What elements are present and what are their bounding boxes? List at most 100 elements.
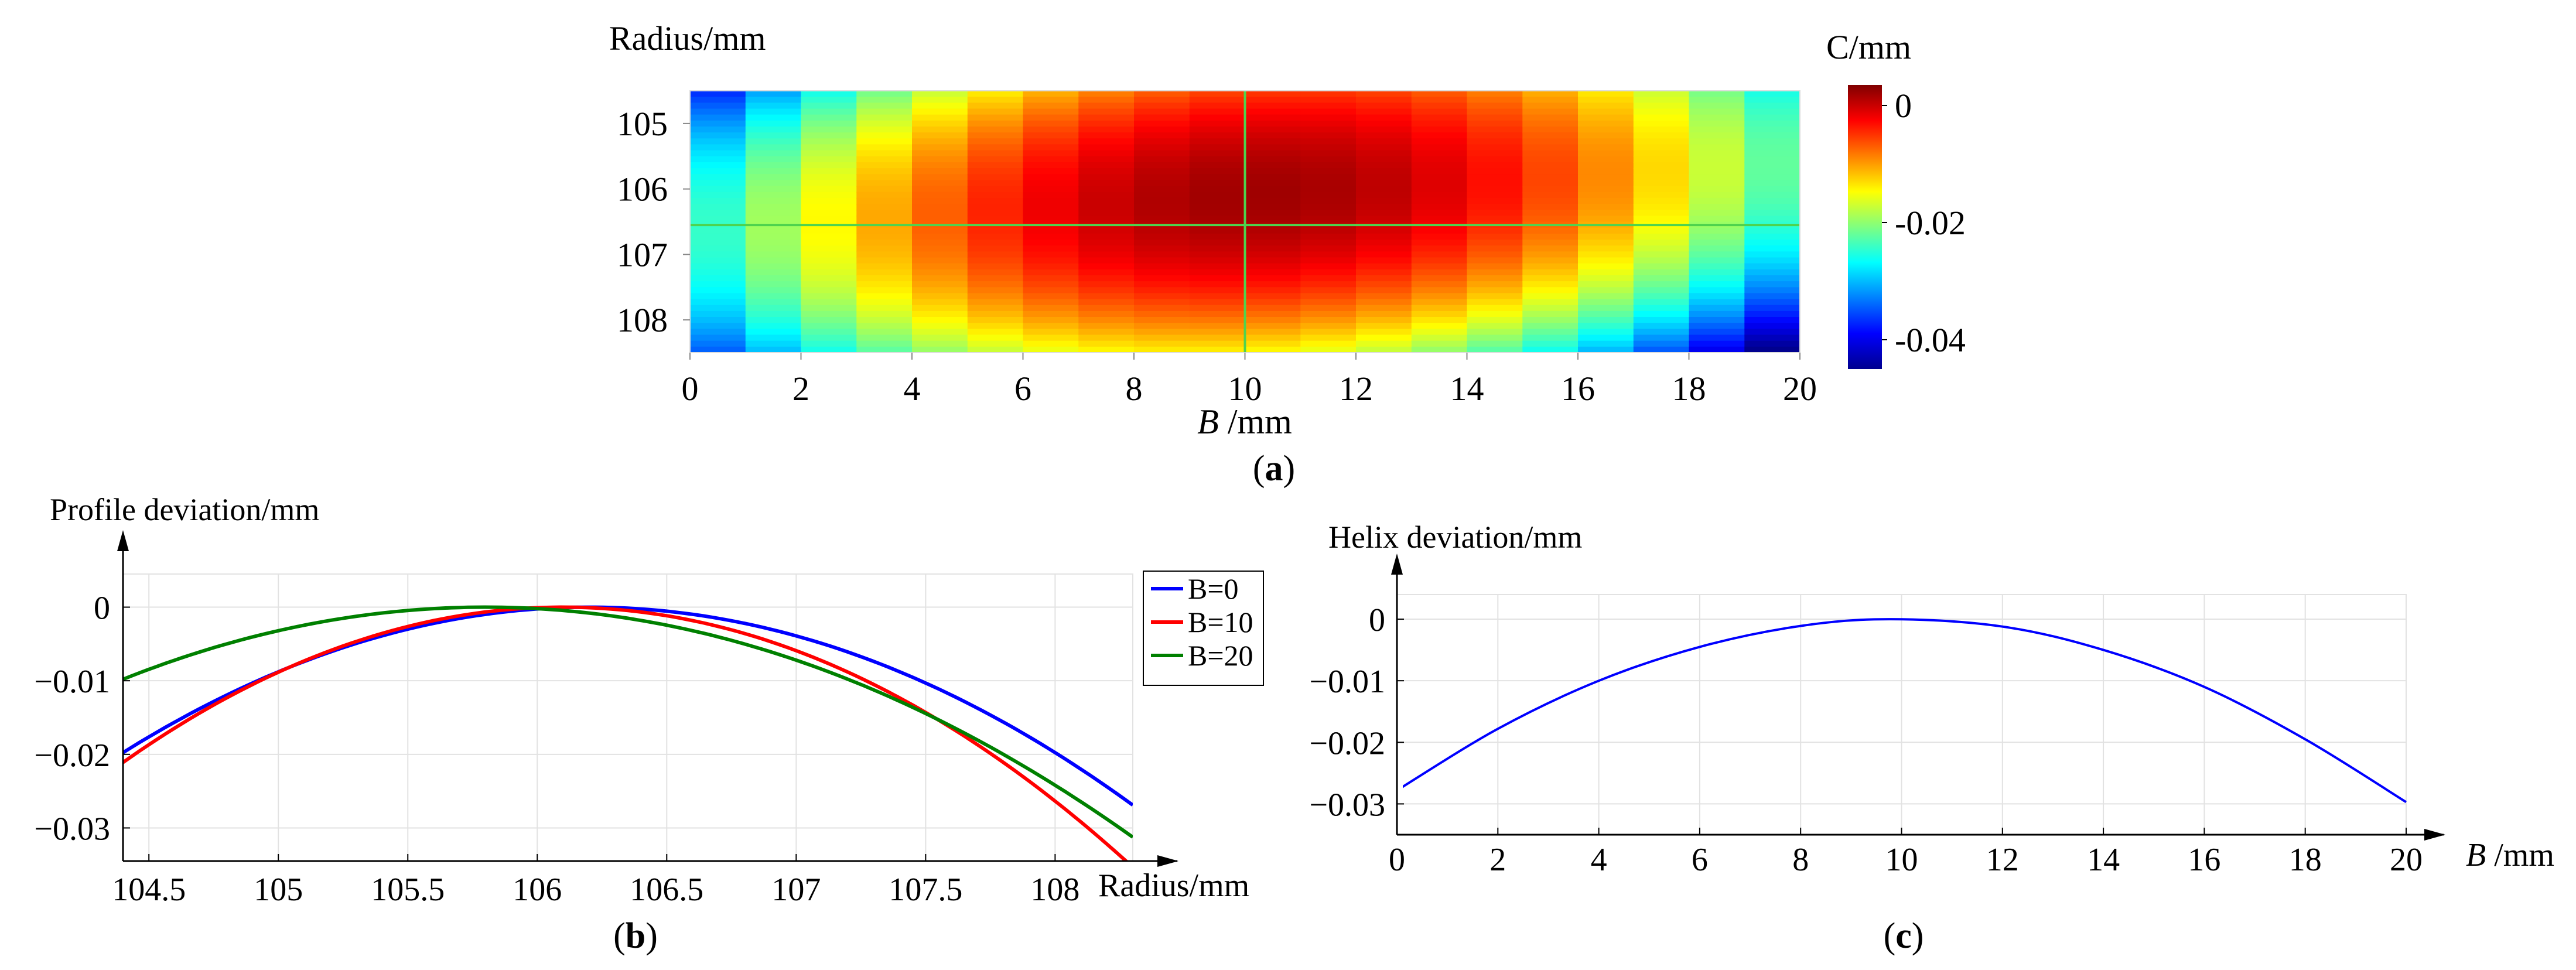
heatmap-cell bbox=[1467, 281, 1523, 288]
heatmap-cell bbox=[1633, 310, 1690, 318]
heatmap-cell bbox=[1689, 233, 1745, 240]
heatmap-cell bbox=[912, 240, 968, 247]
heatmap-cell bbox=[1134, 293, 1190, 300]
heatmap-cell bbox=[1356, 174, 1412, 181]
panel-c-letter: c bbox=[1895, 916, 1912, 956]
heatmap-cell bbox=[745, 269, 802, 276]
heatmap-cell bbox=[1522, 275, 1579, 282]
heatmap-cell bbox=[745, 216, 802, 223]
heatmap-cell bbox=[1411, 216, 1468, 223]
heatmap-cell bbox=[1356, 150, 1412, 157]
helix-x-tick-label: 0 bbox=[1389, 842, 1405, 878]
heatmap-cell bbox=[1744, 329, 1800, 336]
heatmap-cell bbox=[967, 138, 1024, 145]
heatmap-cell bbox=[1189, 103, 1246, 110]
heatmap-cell bbox=[1356, 346, 1412, 353]
heatmap-cell bbox=[1689, 150, 1745, 157]
heatmap-cell bbox=[1744, 275, 1800, 282]
heatmap-cell bbox=[967, 180, 1024, 187]
heatmap-x-tick-label: 6 bbox=[1014, 370, 1031, 408]
heatmap-cell bbox=[690, 132, 746, 139]
heatmap-cell bbox=[1245, 103, 1301, 110]
heatmap-cell bbox=[1300, 97, 1357, 104]
heatmap-cell bbox=[1300, 317, 1357, 324]
heatmap-cell bbox=[1467, 120, 1523, 127]
heatmap-cell bbox=[1078, 174, 1135, 181]
heatmap-cell bbox=[1356, 186, 1412, 193]
heatmap-cell bbox=[1356, 210, 1412, 217]
heatmap-cell bbox=[1522, 245, 1579, 252]
heatmap-cell bbox=[1744, 180, 1800, 187]
heatmap-cell bbox=[1245, 192, 1301, 199]
heatmap-cell bbox=[967, 334, 1024, 341]
heatmap-cell bbox=[856, 263, 913, 270]
heatmap-cell bbox=[801, 103, 857, 110]
heatmap-cell bbox=[1578, 305, 1634, 312]
heatmap-cell bbox=[1744, 150, 1800, 157]
heatmap-cell bbox=[856, 192, 913, 199]
heatmap-cell bbox=[801, 138, 857, 145]
heatmap-cell bbox=[1522, 240, 1579, 247]
heatmap-cell bbox=[745, 174, 802, 181]
heatmap-cell bbox=[1134, 245, 1190, 252]
heatmap-cell bbox=[1356, 103, 1412, 110]
heatmap-cell bbox=[967, 245, 1024, 252]
heatmap-cell bbox=[1633, 108, 1690, 115]
heatmap-cell bbox=[1078, 97, 1135, 104]
heatmap-cell bbox=[1245, 299, 1301, 306]
heatmap-cell bbox=[745, 120, 802, 127]
heatmap-cell bbox=[1356, 323, 1412, 330]
heatmap-cell bbox=[745, 299, 802, 306]
heatmap-cell bbox=[1467, 108, 1523, 115]
heatmap-cell bbox=[1245, 216, 1301, 223]
profile-y-tick-label: −0.02 bbox=[34, 737, 110, 774]
heatmap-x-axis-label: B /mm bbox=[1197, 402, 1292, 441]
heatmap-cell bbox=[1023, 275, 1079, 282]
heatmap-cell bbox=[967, 204, 1024, 211]
heatmap-cell bbox=[1411, 293, 1468, 300]
heatmap-cell bbox=[801, 204, 857, 211]
heatmap-cell bbox=[1356, 204, 1412, 211]
heatmap-cell bbox=[1633, 317, 1690, 324]
heatmap-cell bbox=[1522, 323, 1579, 330]
heatmap-cell bbox=[690, 197, 746, 205]
heatmap-cell bbox=[1189, 305, 1246, 312]
heatmap-cell bbox=[1245, 186, 1301, 193]
heatmap-x-tick-label: 4 bbox=[904, 370, 921, 408]
helix-x-tick-label: 18 bbox=[2289, 842, 2322, 878]
heatmap-cell bbox=[912, 245, 968, 252]
heatmap-cell bbox=[801, 144, 857, 151]
heatmap-cell bbox=[856, 144, 913, 151]
helix-y-tick-label: −0.03 bbox=[1309, 787, 1385, 823]
heatmap-cell bbox=[856, 269, 913, 276]
heatmap-cell bbox=[745, 108, 802, 115]
heatmap-cell bbox=[1467, 216, 1523, 223]
heatmap-cell bbox=[1633, 150, 1690, 157]
heatmap-cell bbox=[912, 114, 968, 121]
heatmap-cell bbox=[1189, 293, 1246, 300]
heatmap-cell bbox=[856, 162, 913, 169]
heatmap-cell bbox=[1411, 275, 1468, 282]
heatmap-cell bbox=[1356, 216, 1412, 223]
heatmap-cell bbox=[1633, 263, 1690, 270]
heatmap-cell bbox=[1134, 263, 1190, 270]
heatmap-cell bbox=[690, 340, 746, 347]
heatmap-cell bbox=[1578, 103, 1634, 110]
helix-y-tick-label: −0.01 bbox=[1309, 664, 1385, 700]
profile-x-tick-label: 105 bbox=[254, 872, 303, 908]
heatmap-cell bbox=[1578, 317, 1634, 324]
heatmap-cell bbox=[1134, 251, 1190, 258]
heatmap-cell bbox=[690, 97, 746, 104]
heatmap-cell bbox=[912, 310, 968, 318]
heatmap-cell bbox=[1578, 204, 1634, 211]
heatmap-cell bbox=[1023, 257, 1079, 264]
heatmap-cell bbox=[1633, 197, 1690, 205]
heatmap-cell bbox=[1356, 281, 1412, 288]
heatmap-cell bbox=[1411, 114, 1468, 121]
heatmap-cell bbox=[856, 138, 913, 145]
heatmap-cell bbox=[1467, 192, 1523, 199]
heatmap-cell bbox=[1189, 216, 1246, 223]
heatmap-cell bbox=[1134, 204, 1190, 211]
heatmap-cell bbox=[1633, 168, 1690, 175]
heatmap-cell bbox=[1134, 257, 1190, 264]
